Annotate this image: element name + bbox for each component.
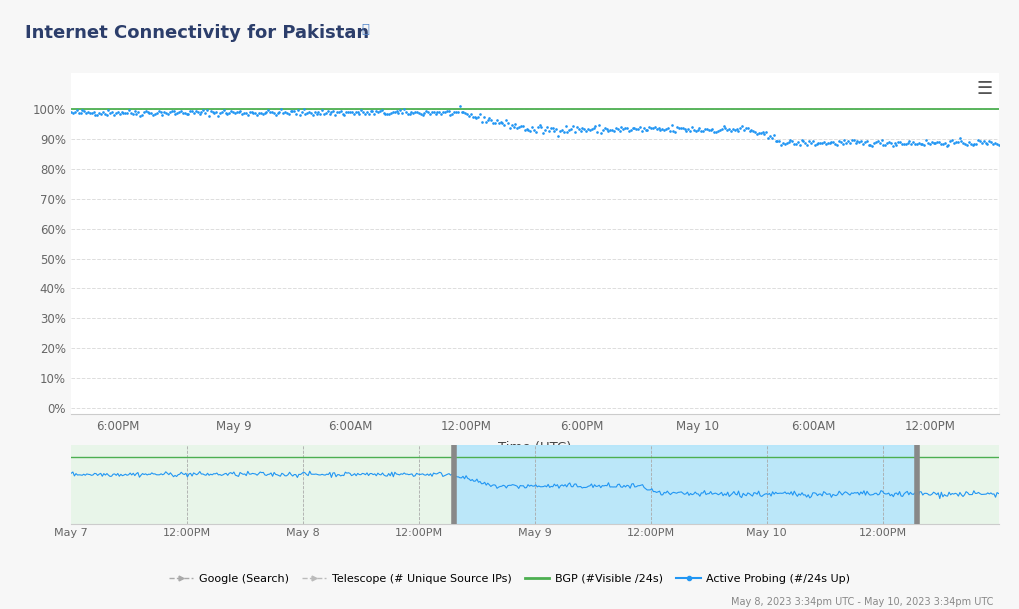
Text: May 8, 2023 3:34pm UTC - May 10, 2023 3:34pm UTC: May 8, 2023 3:34pm UTC - May 10, 2023 3:… xyxy=(732,597,994,607)
Legend: Google (Search), Telescope (# Unique Source IPs), BGP (#Visible /24s), Active Pr: Google (Search), Telescope (# Unique Sou… xyxy=(164,569,855,588)
Bar xyxy=(453,445,917,524)
Text: ⓘ: ⓘ xyxy=(362,23,370,35)
Text: ☰: ☰ xyxy=(976,80,993,98)
Text: Internet Connectivity for Pakistan: Internet Connectivity for Pakistan xyxy=(25,24,370,43)
X-axis label: Time (UTC): Time (UTC) xyxy=(498,441,572,454)
